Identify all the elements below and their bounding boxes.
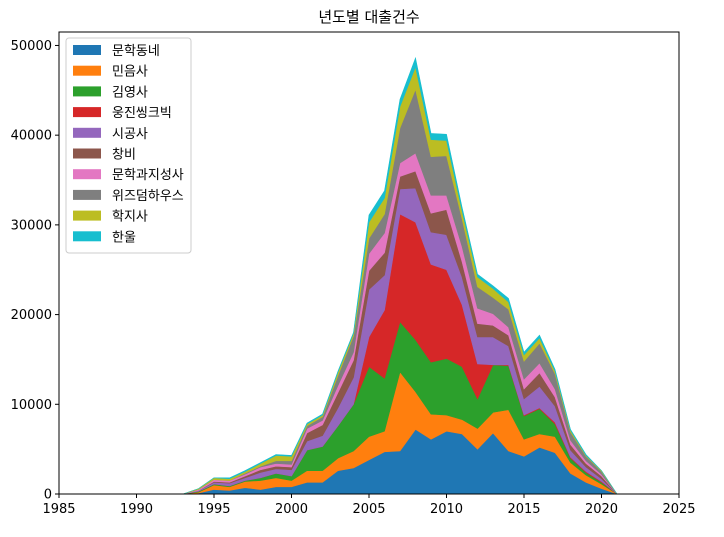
legend-label: 시공사 — [112, 127, 148, 142]
area-series-10 — [105, 56, 664, 495]
y-tick-label: 20000 — [11, 308, 52, 323]
x-tick-label: 2015 — [507, 502, 540, 517]
legend-label: 창비 — [112, 148, 136, 163]
x-tick-label: 2020 — [585, 502, 618, 517]
legend-label: 문학과지성사 — [112, 168, 184, 183]
y-axis: 0 10000 20000 30000 40000 50000 — [11, 39, 59, 503]
y-tick-label: 50000 — [11, 39, 52, 54]
legend-label: 학지사 — [112, 210, 148, 225]
y-tick-label: 40000 — [11, 129, 52, 144]
legend-swatch — [73, 127, 101, 138]
legend-swatch — [73, 107, 101, 118]
y-tick-label: 30000 — [11, 218, 52, 233]
chart-title: 년도별 대출건수 — [318, 8, 419, 26]
legend-swatch — [73, 189, 101, 200]
x-tick-label: 1985 — [42, 502, 75, 517]
legend-label: 문학동네 — [112, 44, 160, 59]
x-tick-label: 1990 — [120, 502, 153, 517]
legend-swatch — [73, 169, 101, 180]
legend-label: 웅진씽크빅 — [112, 106, 172, 121]
legend-label: 민음사 — [112, 65, 148, 80]
legend-swatch — [73, 86, 101, 97]
legend-swatch — [73, 231, 101, 242]
y-tick-label: 0 — [44, 488, 52, 503]
x-tick-label: 2000 — [275, 502, 308, 517]
legend-label: 위즈덤하우스 — [112, 189, 184, 204]
legend-label: 한울 — [112, 230, 136, 245]
legend-swatch — [73, 45, 101, 55]
legend-swatch — [73, 148, 101, 159]
x-tick-label: 2010 — [430, 502, 463, 517]
legend-swatch — [73, 210, 101, 221]
legend-label: 김영사 — [112, 85, 148, 100]
x-tick-label: 2025 — [662, 502, 695, 517]
x-axis: 1985 1990 1995 2000 2005 2010 2015 2020 2025 — [42, 494, 696, 517]
x-tick-label: 2005 — [352, 502, 385, 517]
y-tick-label: 10000 — [11, 398, 52, 413]
legend-swatch — [73, 65, 101, 76]
x-tick-label: 1995 — [197, 502, 230, 517]
area-series-group — [105, 56, 664, 495]
